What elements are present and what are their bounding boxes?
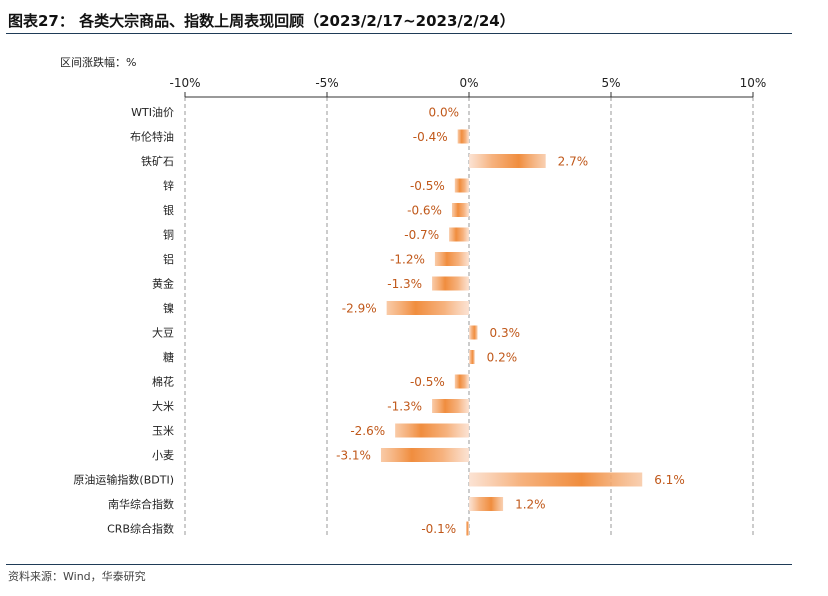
category-label-0: WTI油价 <box>131 105 174 119</box>
title-underline <box>6 33 792 34</box>
value-label-14: -3.1% <box>336 449 371 463</box>
value-label-15: 6.1% <box>654 473 685 487</box>
value-label-5: -0.7% <box>404 228 439 242</box>
category-label-11: 棉花 <box>152 375 174 389</box>
value-label-12: -1.3% <box>387 400 422 414</box>
category-label-15: 原油运输指数(BDTI) <box>73 473 174 487</box>
category-label-13: 玉米 <box>152 425 174 438</box>
category-label-12: 大米 <box>152 399 174 413</box>
value-label-11: -0.5% <box>410 375 445 389</box>
bar-chart: -10% -5% 0% 5% 10% WTI油价布伦特油铁矿石锌银铜铝黄金镍大豆糖棉花大… <box>73 76 767 537</box>
unit-label: 区间涨跌幅：% <box>60 56 137 69</box>
bar-2 <box>469 154 546 168</box>
bar-8 <box>386 301 469 315</box>
bar-13 <box>395 423 469 438</box>
category-label-10: 糖 <box>163 350 174 364</box>
bar-5 <box>449 227 469 242</box>
bar-6 <box>434 252 469 266</box>
bar-12 <box>432 399 469 413</box>
category-label-17: CRB综合指数 <box>107 522 174 536</box>
value-label-3: -0.5% <box>410 179 445 193</box>
value-label-0: 0.0% <box>429 106 460 120</box>
bar-15 <box>469 472 643 487</box>
bottom-rule <box>6 564 792 565</box>
bar-1 <box>457 129 469 144</box>
category-label-4: 银 <box>163 203 174 217</box>
value-label-13: -2.6% <box>350 424 385 438</box>
category-label-6: 铝 <box>163 252 174 266</box>
x-tick-label-3: 5% <box>601 76 620 90</box>
category-label-8: 镍 <box>163 301 174 315</box>
bar-9 <box>469 325 478 340</box>
x-axis: -10% -5% 0% 5% 10% <box>169 76 767 98</box>
value-label-4: -0.6% <box>407 204 442 218</box>
value-label-7: -1.3% <box>387 277 422 291</box>
value-label-10: 0.2% <box>487 351 518 365</box>
category-label-16: 南华综合指数 <box>108 497 174 511</box>
source-note: 资料来源：Wind，华泰研究 <box>8 570 146 583</box>
bar-10 <box>469 350 475 364</box>
x-tick-label-2: 0% <box>459 76 478 90</box>
value-label-1: -0.4% <box>413 130 448 144</box>
bar-4 <box>451 203 469 217</box>
value-label-9: 0.3% <box>490 326 521 340</box>
x-tick-label-1: -5% <box>315 76 338 90</box>
value-label-6: -1.2% <box>390 253 425 267</box>
bar-3 <box>454 178 469 193</box>
category-label-7: 黄金 <box>152 277 174 291</box>
x-tick-label-4: 10% <box>740 76 767 90</box>
category-label-2: 铁矿石 <box>141 155 174 168</box>
value-label-16: 1.2% <box>515 498 546 512</box>
category-label-9: 大豆 <box>152 326 174 340</box>
bar-17 <box>466 521 469 536</box>
category-label-3: 锌 <box>163 179 174 193</box>
bar-16 <box>469 497 504 511</box>
value-label-8: -2.9% <box>342 302 377 316</box>
bar-14 <box>380 448 469 462</box>
bar-7 <box>432 276 469 291</box>
category-label-1: 布伦特油 <box>130 130 174 144</box>
value-labels: 0.0%-0.4%2.7%-0.5%-0.6%-0.7%-1.2%-1.3%-2… <box>336 106 685 537</box>
value-label-17: -0.1% <box>421 522 456 536</box>
category-labels: WTI油价布伦特油铁矿石锌银铜铝黄金镍大豆糖棉花大米玉米小麦原油运输指数(BDT… <box>73 105 174 536</box>
bars <box>380 105 643 536</box>
category-label-14: 小麦 <box>152 449 174 462</box>
category-label-5: 铜 <box>163 228 174 242</box>
figure-title: 图表27： 各类大宗商品、指数上周表现回顾（2023/2/17~2023/2/2… <box>8 12 515 30</box>
bar-11 <box>454 374 469 389</box>
value-label-2: 2.7% <box>558 155 589 169</box>
x-tick-label-0: -10% <box>169 76 200 90</box>
